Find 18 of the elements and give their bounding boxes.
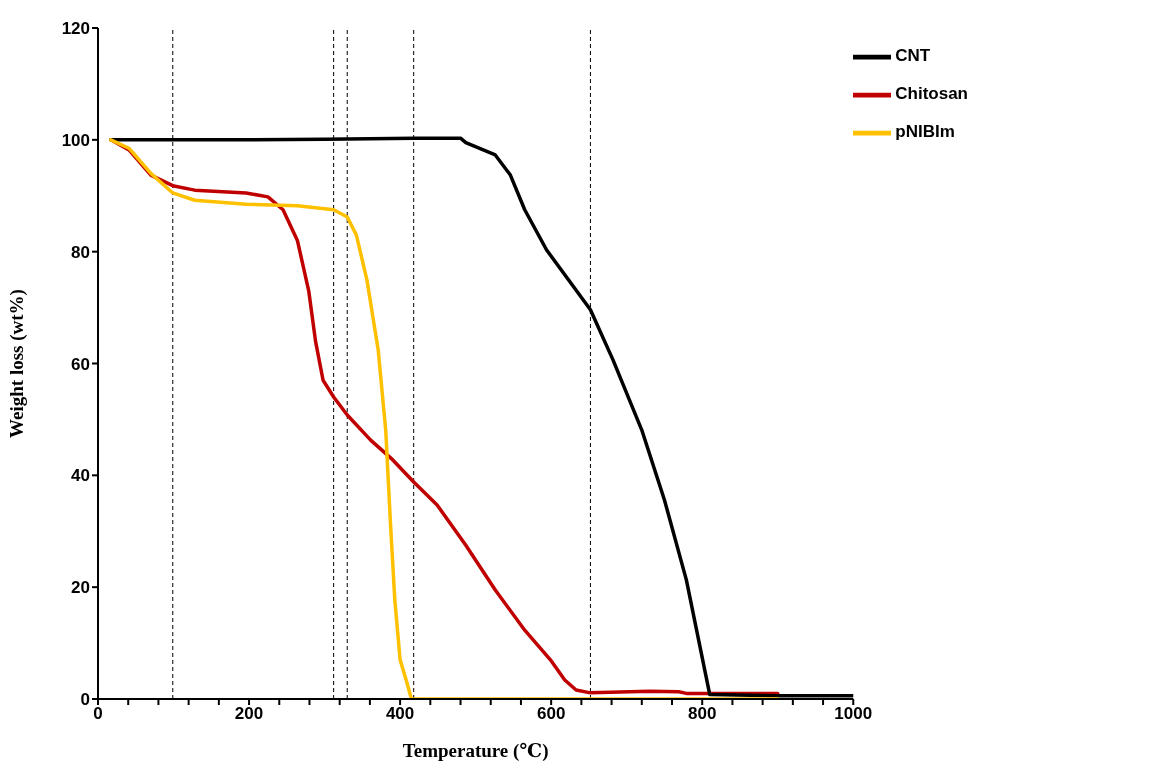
x-tick-label: 800 (688, 704, 717, 724)
x-tick-label: 200 (234, 704, 264, 724)
x-tick-label: 1000 (834, 704, 873, 724)
y-tick-label: 120 (61, 19, 90, 39)
y-tick-label: 0 (80, 690, 90, 710)
x-tick-label: 400 (385, 704, 415, 724)
y-axis-title: Weight loss (wt%) (5, 289, 28, 438)
y-tick-label: 60 (71, 354, 90, 374)
legend-label: pNIBIm (895, 122, 955, 142)
x-tick-label: 0 (93, 704, 103, 724)
legend-label: CNT (895, 46, 931, 66)
x-tick-label: 600 (536, 704, 566, 724)
legend-label: Chitosan (895, 84, 968, 104)
y-tick-label: 40 (71, 466, 90, 486)
x-axis-title: Temperature (℃) (402, 740, 549, 762)
y-tick-label: 100 (61, 130, 90, 150)
y-tick-label: 20 (71, 578, 90, 598)
y-tick-label: 80 (71, 242, 90, 262)
